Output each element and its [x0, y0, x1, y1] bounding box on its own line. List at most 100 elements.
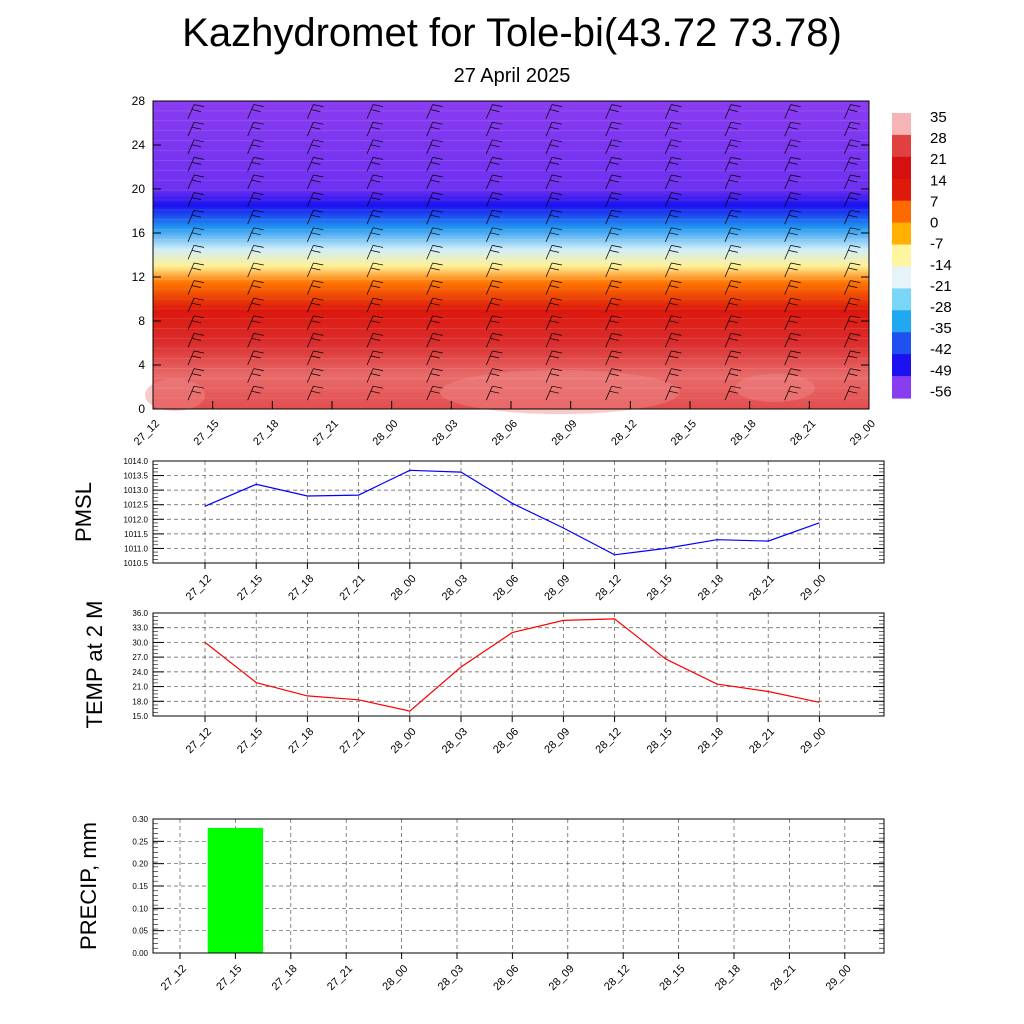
x-tick-label: 28_00	[389, 573, 419, 603]
wind-barb	[307, 139, 324, 154]
x-tick-label: 28_09	[549, 418, 579, 448]
wind-barb	[545, 139, 563, 154]
wind-barb	[665, 333, 682, 348]
wind-barb	[545, 104, 563, 119]
wind-barb	[187, 368, 205, 383]
wind-barb	[724, 121, 742, 137]
wind-barb	[784, 368, 801, 383]
precip-panel: 0.30 0.25 0.20 0.15 0.10 0.05 0.00 27_12 27_15 27…	[76, 815, 885, 993]
wind-barb	[366, 245, 384, 260]
wind-barb	[665, 297, 682, 313]
wind-barb	[545, 297, 563, 313]
wind-barb	[844, 280, 861, 295]
wind-barb	[665, 209, 682, 225]
wind-barb	[247, 139, 264, 154]
x-tick-label: 28_21	[747, 573, 777, 603]
chart-subtitle: 27 April 2025	[453, 65, 571, 87]
x-tick-label: 27_21	[311, 418, 341, 448]
chart-title: Kazhydromet for Tole-bi(43.72 73.78)	[182, 11, 842, 55]
wind-barb	[486, 157, 503, 172]
x-tick-label: 27_15	[191, 418, 221, 448]
wind-barb	[844, 209, 861, 225]
wind-barb	[366, 315, 384, 330]
wind-barb	[187, 227, 205, 242]
wind-barb	[247, 192, 264, 207]
wind-barb	[784, 174, 801, 190]
colorbar-swatch	[892, 222, 911, 246]
colorbar-swatch	[892, 113, 911, 136]
x-tick-label: 28_06	[491, 726, 521, 756]
colorbar-swatch	[892, 200, 911, 224]
wind-barb	[187, 104, 205, 119]
x-tick-label: 28_00	[380, 963, 410, 993]
warm-core-0	[145, 379, 205, 411]
x-tick-label: 28_21	[788, 418, 818, 448]
wind-barb	[784, 350, 801, 366]
wind-barb	[187, 245, 205, 260]
wind-barb	[665, 280, 682, 295]
y-tick-label: 1011.0	[124, 544, 148, 553]
x-tick-label: 28_12	[593, 726, 623, 756]
wind-barb	[307, 333, 324, 348]
wind-barb	[605, 315, 622, 330]
wind-barb	[366, 227, 384, 242]
wind-barb	[784, 280, 801, 295]
wind-barb	[307, 209, 324, 225]
wind-barb	[665, 385, 682, 401]
wind-barb	[307, 104, 324, 119]
wind-barb	[665, 139, 682, 154]
wind-barb	[366, 174, 384, 190]
wind-barb	[486, 297, 503, 313]
wind-barb	[545, 280, 563, 295]
wind-barb	[366, 192, 384, 207]
wind-barb	[486, 209, 503, 225]
wind-barb	[307, 157, 324, 172]
x-tick-label: 28_18	[713, 963, 743, 993]
y-tick-label: 24.0	[132, 668, 148, 677]
wind-barb	[187, 209, 205, 225]
wind-barb	[665, 157, 682, 172]
wind-barb	[426, 368, 443, 383]
wind-barb	[605, 174, 622, 190]
wind-barb	[187, 297, 205, 313]
wind-barb	[426, 280, 443, 295]
wind-barb	[366, 297, 384, 313]
y-tick-label: 1013.5	[124, 472, 149, 481]
y-tick-label: 0	[138, 402, 145, 416]
x-tick-label: 28_06	[491, 963, 521, 993]
y-tick-label: 16	[132, 226, 146, 240]
colorbar-swatch	[892, 244, 911, 268]
wind-barb	[247, 174, 264, 190]
pmsl-panel: 1014.0 1013.5 1013.0 1012.5 1012.0 1011.5 1011…	[71, 457, 885, 603]
wind-barb	[784, 104, 801, 119]
x-tick-label: 28_18	[696, 573, 726, 603]
wind-barb	[605, 192, 622, 207]
wind-barb	[844, 315, 861, 330]
wind-barb	[187, 139, 205, 154]
wind-barb	[426, 209, 443, 225]
x-tick-label: 27_12	[184, 726, 214, 756]
wind-barb	[724, 192, 742, 207]
colorbar-swatch	[892, 310, 911, 333]
wind-barb	[844, 174, 861, 190]
panel-frame	[152, 612, 885, 717]
wind-barb	[784, 121, 801, 137]
wind-barb	[844, 368, 861, 383]
wind-barb	[486, 350, 503, 366]
wind-barb	[605, 227, 622, 242]
wind-barb	[844, 227, 861, 242]
wind-barb	[187, 262, 205, 278]
wind-barb	[426, 315, 443, 330]
panel-frame	[152, 460, 885, 564]
x-tick-label: 28_21	[768, 963, 798, 993]
x-tick-label: 28_00	[370, 418, 400, 448]
y-tick-label: 8	[138, 314, 145, 328]
wind-barb	[724, 157, 742, 172]
y-tick-label: 1010.5	[124, 559, 149, 568]
wind-barb	[187, 350, 205, 366]
wind-barb	[844, 350, 861, 366]
y-tick-label: 4	[138, 358, 145, 372]
wind-barb	[844, 104, 861, 119]
colorbar-label: 0	[930, 215, 938, 232]
